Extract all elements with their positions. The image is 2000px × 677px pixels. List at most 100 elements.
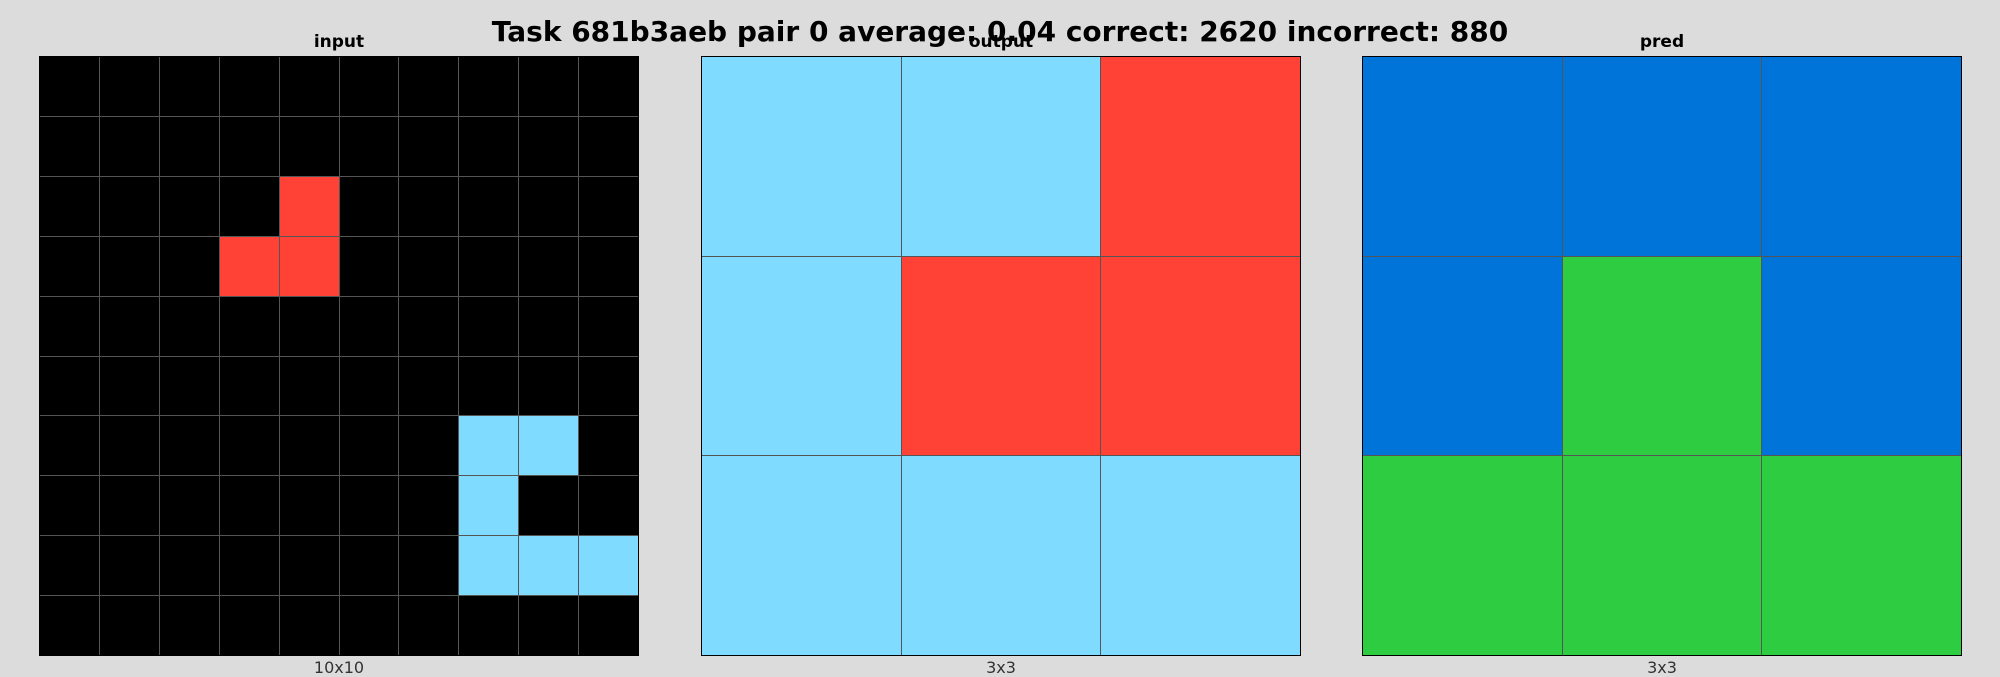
grid-cell: [279, 57, 339, 116]
output-panel-label: output: [968, 32, 1034, 52]
grid-cell: [1562, 456, 1762, 655]
grid-cell: [40, 236, 99, 296]
grid-cell: [399, 116, 459, 176]
grid-cell: [459, 416, 519, 476]
grid-cell: [1363, 57, 1562, 256]
grid-cell: [579, 236, 638, 296]
grid-cell: [579, 536, 638, 596]
grid-cell: [1101, 256, 1300, 456]
grid-cell: [459, 116, 519, 176]
grid-cell: [1363, 456, 1562, 655]
grid-cell: [219, 596, 279, 655]
grid-cell: [159, 356, 219, 416]
grid-cell: [519, 416, 579, 476]
grid-cell: [399, 176, 459, 236]
grid-cell: [519, 236, 579, 296]
grid-cell: [279, 236, 339, 296]
grid-cell: [279, 176, 339, 236]
input-grid: [39, 56, 639, 656]
grid-cell: [159, 116, 219, 176]
input-panel: input 10x10: [39, 0, 639, 676]
grid-cell: [519, 536, 579, 596]
grid-cell: [519, 57, 579, 116]
grid-cell: [159, 176, 219, 236]
grid-cell: [339, 356, 399, 416]
grid-cell: [579, 116, 638, 176]
grid-cell: [579, 176, 638, 236]
grid-cell: [339, 116, 399, 176]
grid-cell: [399, 236, 459, 296]
grid-cell: [901, 256, 1101, 456]
grid-cell: [459, 296, 519, 356]
grid-cell: [1762, 256, 1961, 456]
grid-cell: [702, 456, 901, 655]
grid-cell: [279, 596, 339, 655]
grid-cell: [399, 536, 459, 596]
grid-cell: [219, 57, 279, 116]
grid-cell: [519, 116, 579, 176]
grid-cell: [99, 356, 159, 416]
grid-cell: [399, 57, 459, 116]
grid-cell: [219, 176, 279, 236]
grid-cell: [159, 236, 219, 296]
grid-cell: [279, 296, 339, 356]
grid-cell: [519, 176, 579, 236]
grid-cell: [40, 596, 99, 655]
grid-cell: [99, 176, 159, 236]
grid-cell: [579, 296, 638, 356]
grid-cell: [99, 416, 159, 476]
grid-cell: [40, 176, 99, 236]
grid-cell: [279, 116, 339, 176]
grid-cell: [459, 596, 519, 655]
grid-cell: [339, 236, 399, 296]
grid-cell: [339, 596, 399, 655]
grid-cell: [1363, 256, 1562, 456]
grid-cell: [279, 536, 339, 596]
grid-cell: [579, 416, 638, 476]
grid-cell: [99, 57, 159, 116]
grid-cell: [159, 416, 219, 476]
grid-cell: [219, 476, 279, 536]
grid-cell: [579, 356, 638, 416]
grid-cell: [519, 356, 579, 416]
grid-cell: [279, 416, 339, 476]
grid-cell: [1762, 57, 1961, 256]
grid-cell: [99, 236, 159, 296]
grid-cell: [339, 536, 399, 596]
pred-panel-label: pred: [1639, 32, 1685, 52]
output-grid: [701, 56, 1301, 656]
input-grid-size: 10x10: [313, 658, 365, 677]
grid-cell: [579, 596, 638, 655]
grid-cell: [219, 296, 279, 356]
grid-cell: [219, 356, 279, 416]
grid-cell: [40, 476, 99, 536]
grid-cell: [702, 57, 901, 256]
grid-cell: [1562, 256, 1762, 456]
output-grid-size: 3x3: [986, 658, 1016, 677]
grid-cell: [579, 57, 638, 116]
grid-cell: [40, 536, 99, 596]
grid-cell: [279, 356, 339, 416]
grid-cell: [219, 236, 279, 296]
grid-cell: [40, 57, 99, 116]
grid-cell: [40, 116, 99, 176]
grid-cell: [40, 296, 99, 356]
grid-cell: [339, 476, 399, 536]
grid-cell: [399, 596, 459, 655]
grid-cell: [1762, 456, 1961, 655]
grid-cell: [99, 536, 159, 596]
grid-cell: [99, 596, 159, 655]
pred-grid-size: 3x3: [1647, 658, 1677, 677]
pred-panel: pred 3x3: [1362, 0, 1962, 676]
grid-cell: [1101, 456, 1300, 655]
grid-cell: [399, 416, 459, 476]
grid-cell: [40, 356, 99, 416]
grid-cell: [159, 476, 219, 536]
grid-cell: [459, 356, 519, 416]
grid-cell: [579, 476, 638, 536]
grid-cell: [702, 256, 901, 456]
grid-cell: [339, 416, 399, 476]
grid-cell: [399, 476, 459, 536]
grid-cell: [519, 596, 579, 655]
grid-cell: [399, 356, 459, 416]
